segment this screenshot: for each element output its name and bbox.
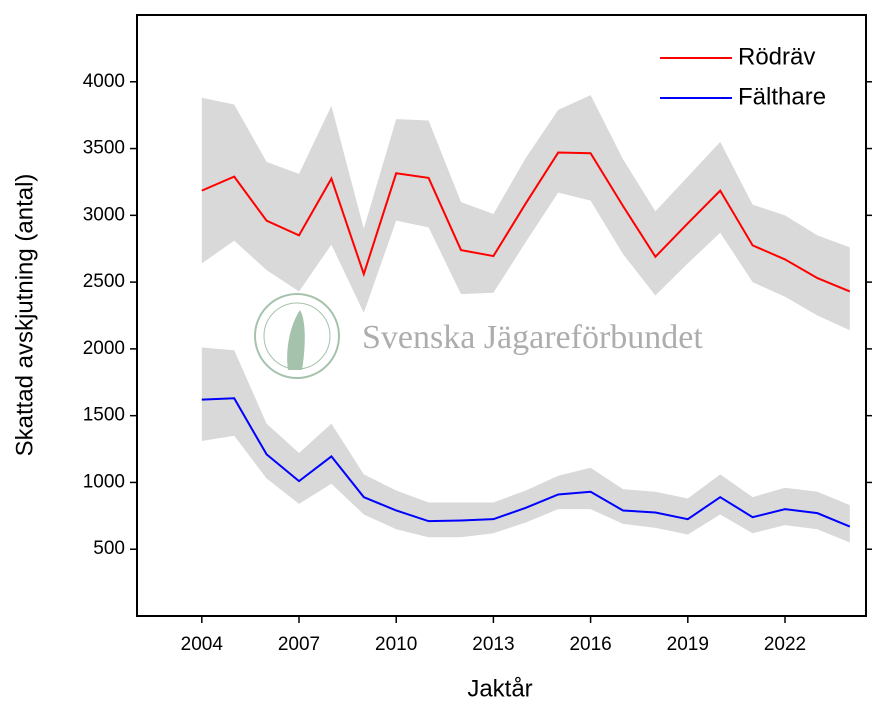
x-tick-label: 2013	[472, 634, 514, 655]
series-line	[201, 151, 851, 293]
x-tick-label: 2010	[375, 634, 417, 655]
x-tick-label: 2019	[667, 634, 709, 655]
y-tick-label: 500	[93, 538, 125, 559]
y-tick-label: 2000	[83, 338, 125, 359]
y-tick-label: 4000	[83, 71, 125, 92]
series-line	[201, 397, 851, 528]
x-tick-label: 2004	[181, 634, 224, 655]
x-axis-label: Jaktår	[467, 675, 532, 702]
legend-label: Fälthare	[738, 83, 826, 110]
x-tick-label: 2016	[569, 634, 611, 655]
y-tick-label: 1000	[83, 471, 125, 492]
watermark-logo	[254, 293, 340, 379]
y-tick-label: 3500	[83, 138, 125, 159]
plot-area	[201, 95, 851, 543]
legend-label: Rödräv	[738, 43, 815, 70]
plot-frame	[136, 14, 867, 617]
x-tick-label: 2007	[278, 634, 320, 655]
watermark: Svenska Jägareförbundet	[362, 319, 703, 356]
y-tick-label: 3000	[83, 204, 125, 225]
y-axis-label: Skattad avskjutning (antal)	[11, 174, 38, 457]
y-tick-label: 2500	[83, 271, 125, 292]
x-tick-label: 2022	[764, 634, 806, 655]
confidence-band	[201, 347, 850, 543]
y-tick-label: 1500	[83, 405, 125, 426]
